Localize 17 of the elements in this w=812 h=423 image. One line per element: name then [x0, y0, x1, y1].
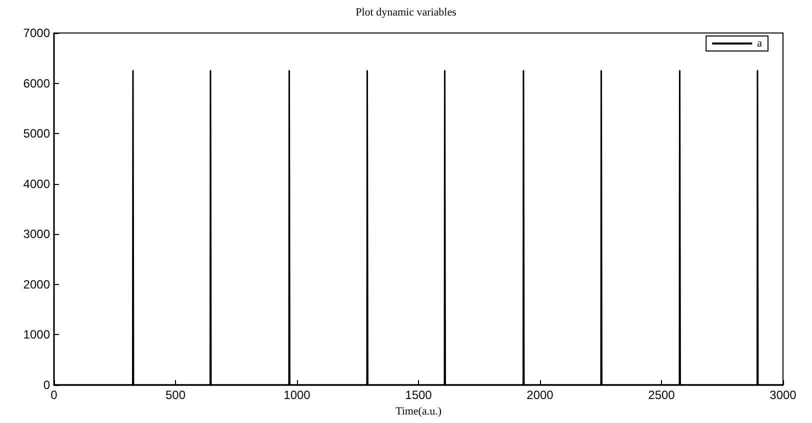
- x-tick-label: 1500: [405, 388, 432, 402]
- chart-title: Plot dynamic variables: [356, 6, 456, 18]
- y-tick-label: 6000: [23, 76, 50, 90]
- y-tick-label: 2000: [23, 277, 50, 292]
- x-tick-label: 500: [165, 388, 186, 402]
- y-tick-label: 7000: [23, 26, 50, 40]
- x-tick-label: 2000: [526, 388, 554, 402]
- x-tick-label: 1000: [284, 388, 311, 402]
- y-tick-label: 4000: [23, 176, 50, 191]
- x-tick-label: 2500: [648, 388, 676, 402]
- x-tick-label: 3000: [770, 388, 797, 402]
- legend-label: a: [757, 38, 762, 50]
- y-tick-label: 1000: [23, 328, 50, 342]
- y-tick-label: 3000: [23, 227, 50, 242]
- y-tick-label: 0: [43, 378, 50, 392]
- x-axis-title: Time(a.u.): [395, 405, 442, 418]
- y-tick-label: 5000: [23, 126, 50, 141]
